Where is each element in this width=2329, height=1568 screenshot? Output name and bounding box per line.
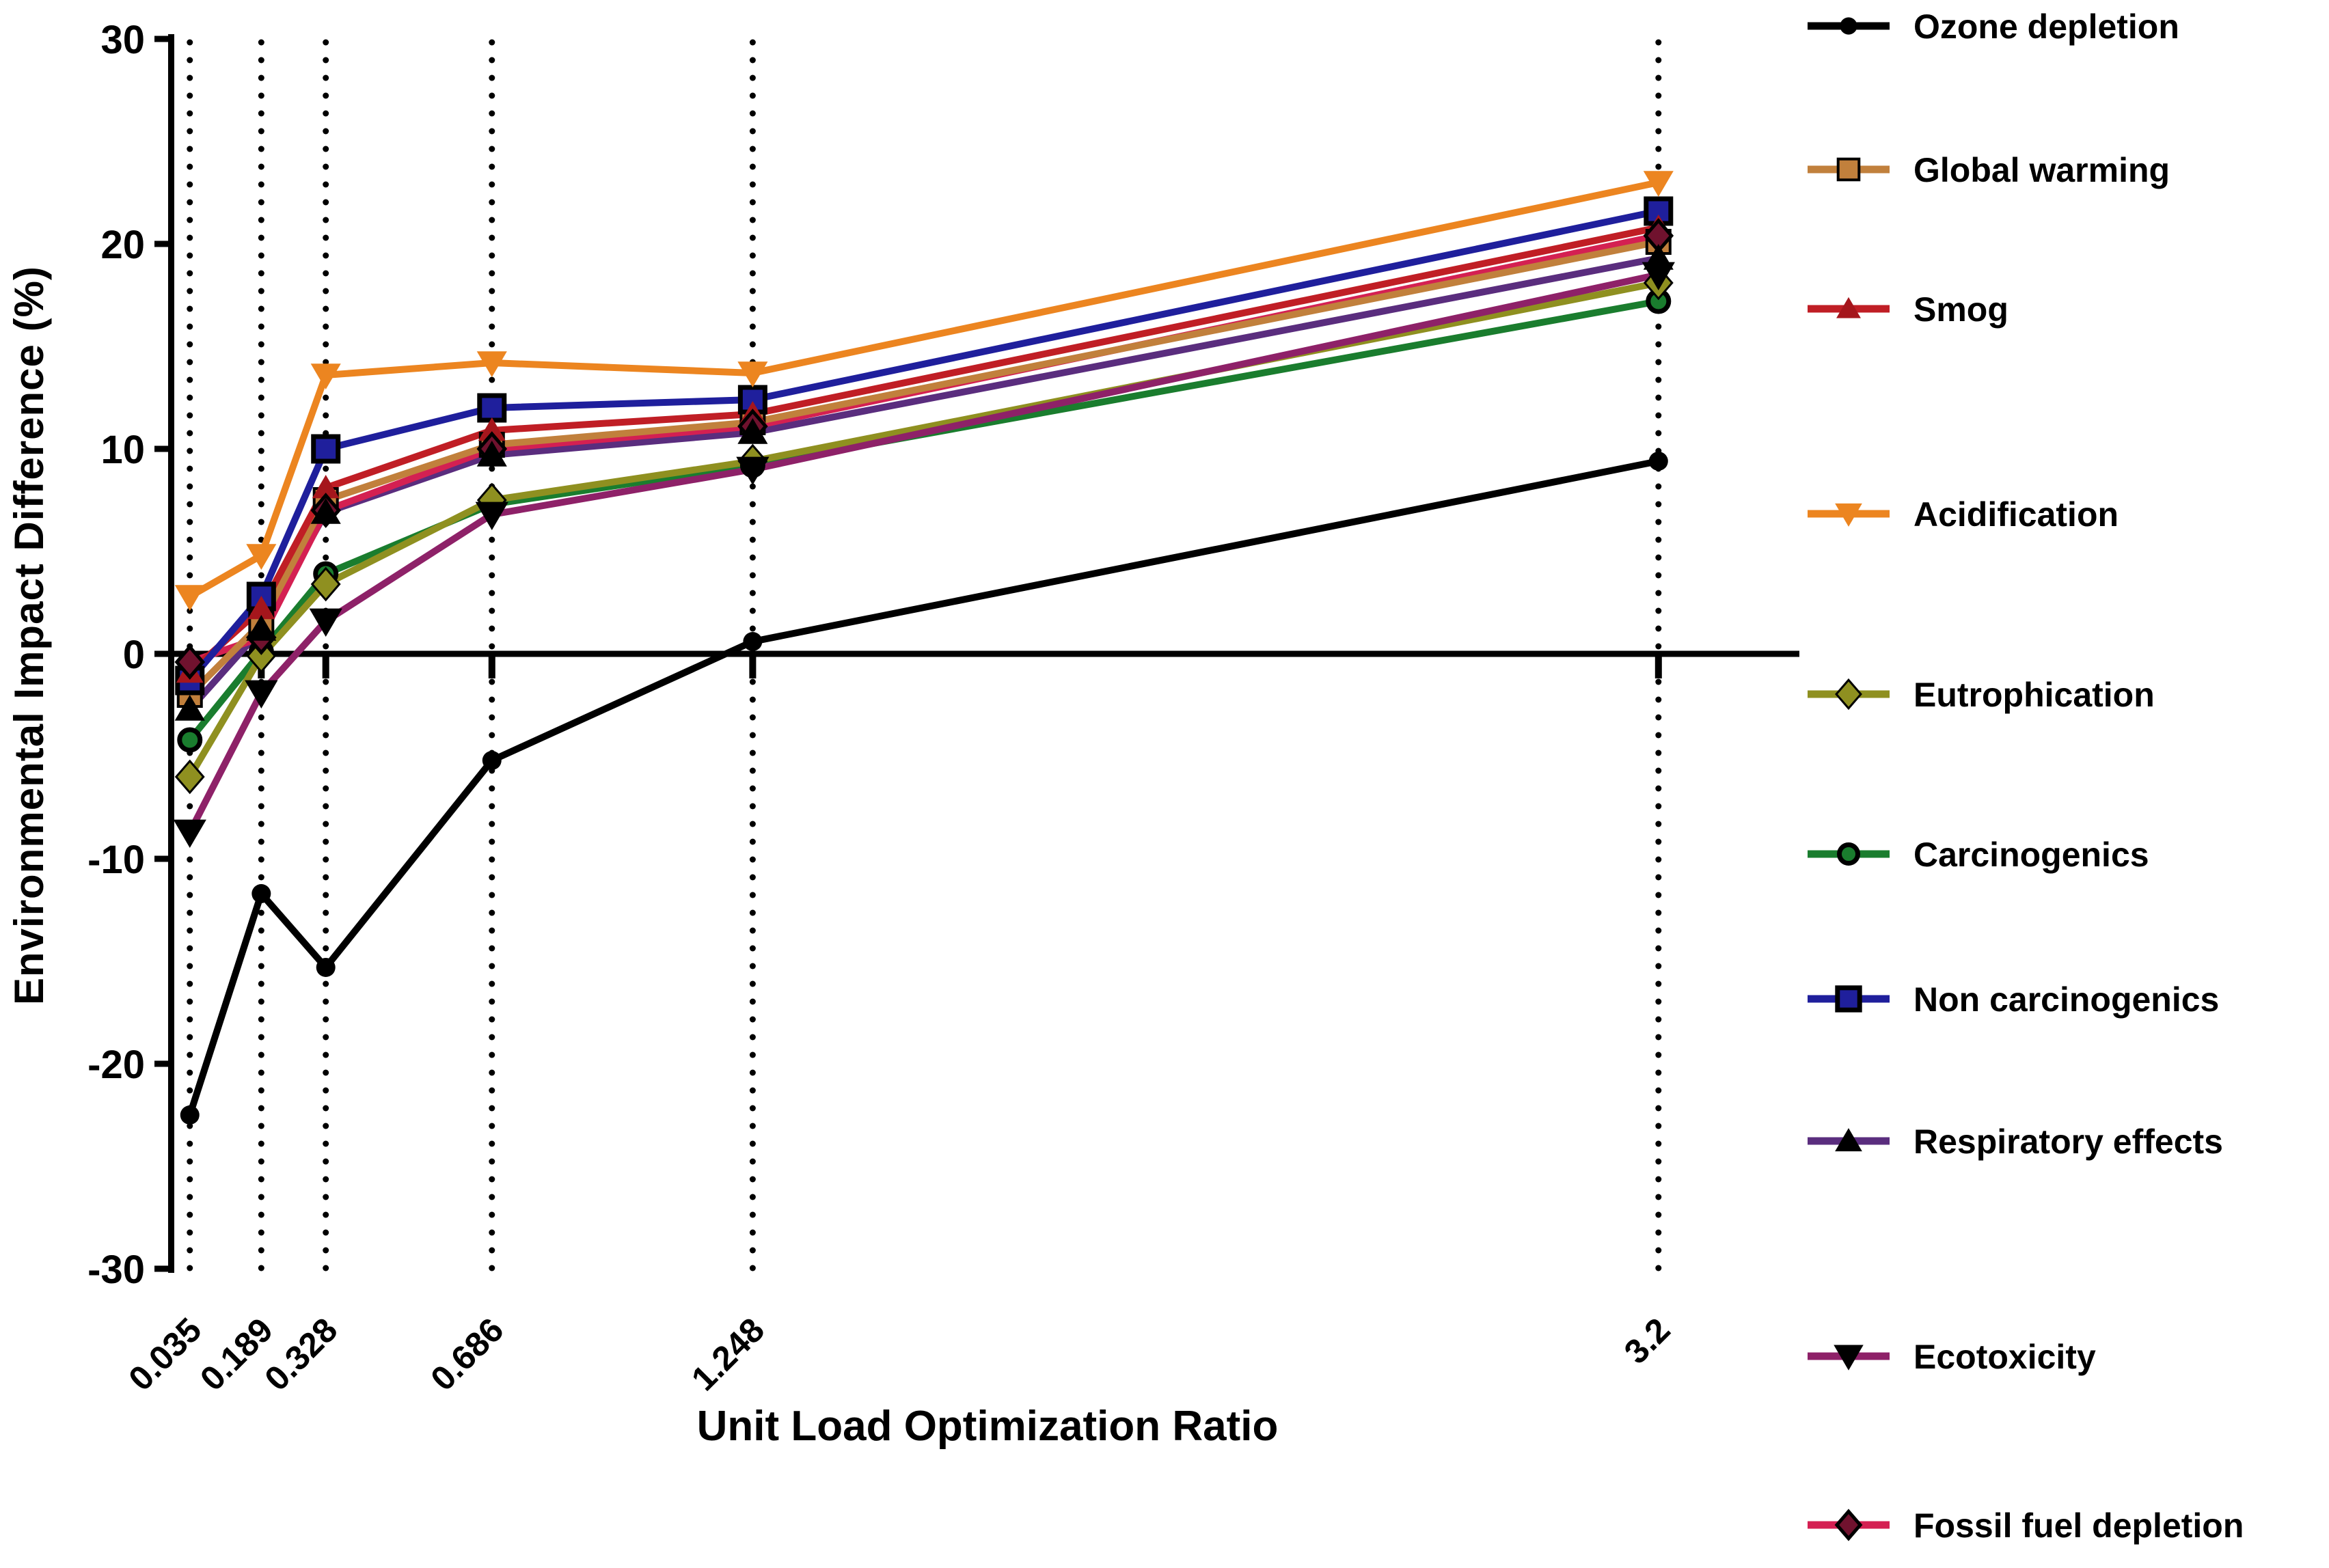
legend-marker-global-warming-icon xyxy=(1836,157,1861,182)
legend-item-ozone-depletion: Ozone depletion xyxy=(1808,8,2179,46)
legend-item-acidification: Acidification xyxy=(1808,495,2119,534)
legend-label-smog: Smog xyxy=(1913,290,2008,329)
legend-item-respiratory-effects: Respiratory effects xyxy=(1808,1123,2223,1161)
legend-marker-acidification-icon xyxy=(1835,503,1862,527)
legend-item-non-carcinogenics: Non carcinogenics xyxy=(1808,980,2219,1019)
legend-label-respiratory-effects: Respiratory effects xyxy=(1913,1123,2223,1161)
x-tick-label-0.328: 0.328 xyxy=(257,1310,344,1398)
legend-label-global-warming: Global warming xyxy=(1913,151,2170,189)
x-tick-1.248 xyxy=(749,654,757,678)
legend-label-carcinogenics: Carcinogenics xyxy=(1913,836,2149,874)
y-tick-10 xyxy=(154,445,172,452)
series-line-global-warming xyxy=(186,238,1662,698)
series-markers-carcinogenics xyxy=(177,288,1672,753)
legend-item-fossil-fuel-depletion: Fossil fuel depletion xyxy=(1808,1507,2244,1545)
y-tick-label-0: 0 xyxy=(123,633,145,677)
y-tick--30 xyxy=(154,1265,172,1272)
legend-marker-fossil-fuel-depletion-icon xyxy=(1834,1509,1863,1541)
y-tick-0 xyxy=(154,650,172,657)
series-line-eutrophication xyxy=(186,279,1662,780)
legend-label-acidification: Acidification xyxy=(1913,495,2119,534)
legend-marker-respiratory-effects-icon xyxy=(1835,1128,1862,1152)
y-tick--10 xyxy=(154,855,172,862)
legend-item-eutrophication: Eutrophication xyxy=(1808,676,2155,714)
series-markers-acidification xyxy=(174,171,1674,611)
legend-item-carcinogenics: Carcinogenics xyxy=(1808,836,2149,874)
x-tick-label-3.2: 3.2 xyxy=(1617,1310,1678,1371)
x-tick-label-0.686: 0.686 xyxy=(423,1310,510,1398)
legend-label-ozone-depletion: Ozone depletion xyxy=(1913,8,2179,46)
series-lines xyxy=(186,179,1662,1118)
series-markers-ecotoxicity xyxy=(173,262,1675,848)
series-markers xyxy=(173,171,1675,1125)
y-tick-20 xyxy=(154,240,172,247)
y-tick-label-30: 30 xyxy=(100,18,145,62)
y-axis: 30 20 10 0 -10 -20 -30 xyxy=(87,18,174,1292)
legend-label-non-carcinogenics: Non carcinogenics xyxy=(1913,980,2219,1019)
series-line-ecotoxicity xyxy=(186,271,1662,836)
series-markers-ozone-depletion xyxy=(180,452,1668,1125)
x-tick-0.328 xyxy=(322,654,329,678)
y-axis-title: Environmental Impact Difference (%) xyxy=(6,266,52,1005)
y-tick-label--20: -20 xyxy=(87,1043,145,1087)
y-tick-label--30: -30 xyxy=(87,1248,145,1292)
legend: Ozone depletion Global warming Smog Acidifi… xyxy=(1808,8,2244,1545)
legend-label-ecotoxicity: Ecotoxicity xyxy=(1913,1338,2096,1376)
legend-marker-eutrophication-icon xyxy=(1835,678,1862,711)
x-tick-3.2 xyxy=(1654,654,1662,678)
legend-label-fossil-fuel-depletion: Fossil fuel depletion xyxy=(1913,1507,2244,1545)
x-tick-label-0.189: 0.189 xyxy=(193,1310,280,1398)
y-tick--20 xyxy=(154,1060,172,1067)
x-axis-title: Unit Load Optimization Ratio xyxy=(696,1403,1279,1450)
series-markers-eutrophication xyxy=(174,265,1674,795)
legend-item-global-warming: Global warming xyxy=(1808,151,2170,189)
legend-item-smog: Smog xyxy=(1808,290,2008,329)
series-line-acidification xyxy=(186,179,1662,600)
x-tick-0.686 xyxy=(488,654,495,678)
legend-marker-ozone-depletion-icon xyxy=(1840,17,1857,35)
legend-label-eutrophication: Eutrophication xyxy=(1913,676,2155,714)
y-tick-label--10: -10 xyxy=(87,838,145,882)
zero-baseline xyxy=(171,650,1799,678)
legend-marker-ecotoxicity-icon xyxy=(1834,1345,1864,1371)
y-tick-label-20: 20 xyxy=(100,223,145,267)
y-tick-30 xyxy=(154,36,172,42)
series-line-ozone-depletion xyxy=(186,458,1662,1118)
y-tick-label-10: 10 xyxy=(100,428,145,472)
legend-marker-carcinogenics-icon xyxy=(1837,842,1860,866)
x-tick-label-1.248: 1.248 xyxy=(684,1310,772,1398)
x-tick-label-0.035: 0.035 xyxy=(121,1310,208,1398)
legend-item-ecotoxicity: Ecotoxicity xyxy=(1808,1338,2096,1376)
legend-marker-non-carcinogenics-icon xyxy=(1835,985,1862,1013)
legend-marker-smog-icon xyxy=(1836,297,1861,318)
